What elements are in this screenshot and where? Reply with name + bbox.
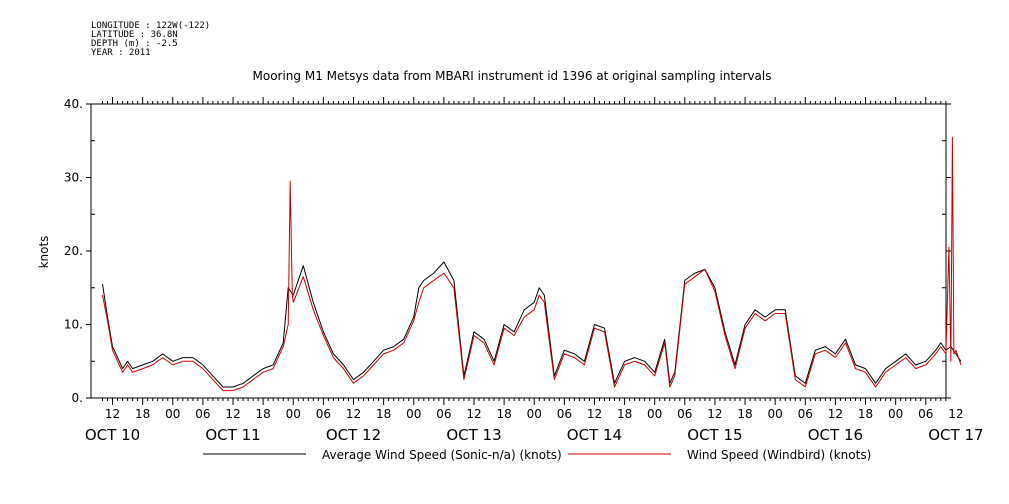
x-axis-ticks: 12 18 00 06 12 18 00 06 12 18 00 06 12 18 00 06 12 18 00 06… [85, 97, 984, 444]
x-day-label: OCT 11 [205, 426, 260, 444]
y-tick-label: 30. [64, 171, 83, 185]
x-tick-label: 12 [105, 407, 120, 421]
y-tick-label: 0. [72, 391, 83, 405]
x-tick-label: 00 [286, 407, 301, 421]
x-tick-label: 18 [255, 407, 270, 421]
x-tick-label: 06 [436, 407, 451, 421]
x-tick-label: 06 [918, 407, 933, 421]
legend-label-windbird: Wind Speed (Windbird) (knots) [687, 448, 871, 462]
x-day-label: OCT 14 [567, 426, 622, 444]
x-day-label: OCT 13 [446, 426, 501, 444]
header-longitude: LONGITUDE : 122W(-122) [91, 21, 211, 31]
x-tick-label: 00 [527, 407, 542, 421]
x-tick-label: 06 [677, 407, 692, 421]
header-year: YEAR : 2011 [91, 48, 151, 58]
x-tick-label: 12 [828, 407, 843, 421]
x-tick-label: 00 [768, 407, 783, 421]
chart-title: Mooring M1 Metsys data from MBARI instru… [253, 69, 772, 83]
x-tick-label: 06 [316, 407, 331, 421]
x-tick-label: 06 [195, 407, 210, 421]
x-day-label: OCT 16 [808, 426, 863, 444]
y-tick-label: 10. [64, 318, 83, 332]
x-tick-label: 18 [496, 407, 511, 421]
y-tick-label: 40. [64, 97, 83, 111]
x-day-label: OCT 12 [326, 426, 381, 444]
x-tick-label: 12 [707, 407, 722, 421]
x-tick-label: 18 [737, 407, 752, 421]
x-tick-label: 12 [466, 407, 481, 421]
y-tick-label: 20. [64, 244, 83, 258]
x-tick-label: 18 [858, 407, 873, 421]
x-day-label: OCT 15 [687, 426, 742, 444]
series-line-average-wind-speed [102, 261, 962, 388]
series-line-windbird-wind-speed [102, 136, 962, 392]
x-tick-label: 06 [798, 407, 813, 421]
x-tick-label: 00 [647, 407, 662, 421]
x-tick-label: 00 [165, 407, 180, 421]
x-tick-label: 12 [225, 407, 240, 421]
series-lines [102, 136, 962, 392]
legend-label-average: Average Wind Speed (Sonic-n/a) (knots) [322, 448, 562, 462]
x-tick-label: 18 [376, 407, 391, 421]
x-tick-label: 00 [888, 407, 903, 421]
legend: Average Wind Speed (Sonic-n/a) (knots) W… [203, 448, 871, 462]
x-tick-label: 12 [948, 407, 963, 421]
x-tick-label: 12 [346, 407, 361, 421]
x-tick-label: 18 [617, 407, 632, 421]
x-tick-label: 12 [587, 407, 602, 421]
header-depth: DEPTH (m) : -2.5 [91, 39, 178, 49]
x-tick-label: 00 [406, 407, 421, 421]
y-axis-ticks: 0. 10. 20. 30. 40. [64, 97, 951, 405]
header-latitude: LATITUDE : 36.8N [91, 30, 178, 40]
x-tick-label: 06 [557, 407, 572, 421]
x-day-label: OCT 10 [85, 426, 140, 444]
y-axis-label: knots [37, 236, 51, 269]
x-tick-label: 18 [135, 407, 150, 421]
plot-frame [90, 103, 947, 399]
x-day-label: OCT 17 [928, 426, 983, 444]
